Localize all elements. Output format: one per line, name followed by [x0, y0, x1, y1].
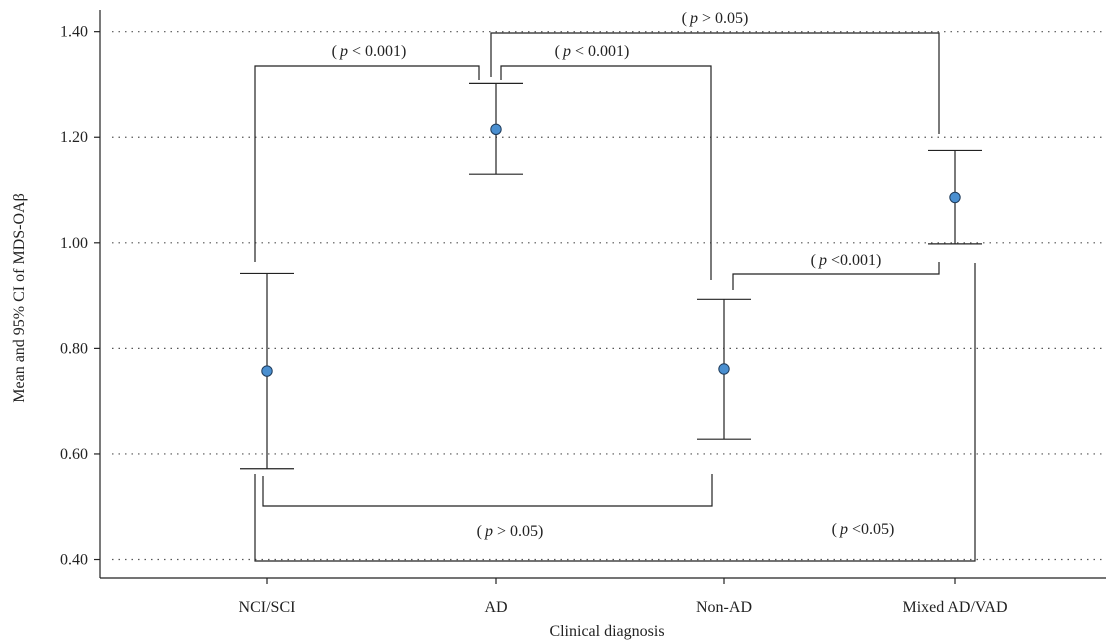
comparison-label-open: (: [682, 10, 687, 27]
comparison-brackets: (p < 0.001)(p < 0.001)(p > 0.05)(p <0.00…: [254, 10, 976, 562]
comparison-bracket: [500, 65, 712, 280]
comparison-label-rest: < 0.001): [571, 43, 629, 60]
comparison-label: (p > 0.05): [682, 10, 749, 27]
comparison-label-p: p: [839, 521, 848, 538]
comparison-bracket: [254, 263, 976, 562]
mean-point: [949, 191, 961, 204]
y-tick-label: 0.60: [60, 446, 88, 463]
comparison-label-open: (: [555, 43, 560, 60]
comparison-label-open: (: [811, 252, 816, 269]
error-bars: [240, 82, 982, 470]
comparison-label-p: p: [484, 523, 493, 540]
x-tick-label: Mixed AD/VAD: [902, 599, 1007, 616]
comparison-label-p: p: [562, 43, 571, 60]
comparison-label-p: p: [689, 10, 698, 27]
comparison-bracket: [262, 474, 713, 507]
comparison-label: (p < 0.001): [332, 43, 407, 60]
axes: [99, 10, 1106, 579]
comparison-label: (p <0.001): [811, 252, 882, 269]
comparison-label: (p < 0.001): [555, 43, 630, 60]
comparison-label-p: p: [339, 43, 348, 60]
comparison-label-open: (: [332, 43, 337, 60]
comparison-label-rest: > 0.05): [493, 523, 543, 540]
mean-point: [261, 365, 273, 377]
x-tick-labels: NCI/SCI AD Non-AD Mixed AD/VAD: [239, 578, 1008, 616]
comparison-label: (p > 0.05): [477, 523, 544, 540]
comparison-label-rest: <0.05): [848, 521, 894, 538]
comparison-label: (p <0.05): [832, 521, 895, 538]
mean-point: [718, 363, 730, 375]
comparison-bracket: [490, 32, 940, 134]
comparison-label-open: (: [477, 523, 482, 540]
comparison-label-open: (: [832, 521, 837, 538]
comparison-bracket: [254, 65, 480, 262]
y-tick-labels: 0.40 0.60 0.80 1.00 1.20 1.40: [60, 24, 100, 569]
mean-points: [261, 123, 961, 377]
comparison-label-rest: > 0.05): [698, 10, 748, 27]
comparison-label-rest: <0.001): [827, 252, 881, 269]
comparison-label-p: p: [818, 252, 827, 269]
y-axis-title: Mean and 95% CI of MDS-OAβ: [11, 193, 28, 402]
comparison-bracket: [732, 262, 940, 290]
y-tick-label: 1.20: [60, 129, 88, 146]
x-tick-label: NCI/SCI: [239, 599, 296, 616]
x-axis-title: Clinical diagnosis: [549, 623, 664, 640]
x-tick-label: Non-AD: [696, 599, 752, 616]
y-tick-label: 0.80: [60, 340, 88, 357]
mean-point: [490, 123, 502, 136]
grid-lines: [112, 31, 1106, 561]
y-tick-label: 1.00: [60, 235, 88, 252]
y-tick-label: 0.40: [60, 552, 88, 569]
y-axis-title-text: Mean and 95% CI of MDS-OAβ: [11, 193, 28, 402]
y-tick-label: 1.40: [60, 24, 88, 41]
comparison-label-rest: < 0.001): [348, 43, 406, 60]
x-tick-label: AD: [484, 599, 507, 616]
